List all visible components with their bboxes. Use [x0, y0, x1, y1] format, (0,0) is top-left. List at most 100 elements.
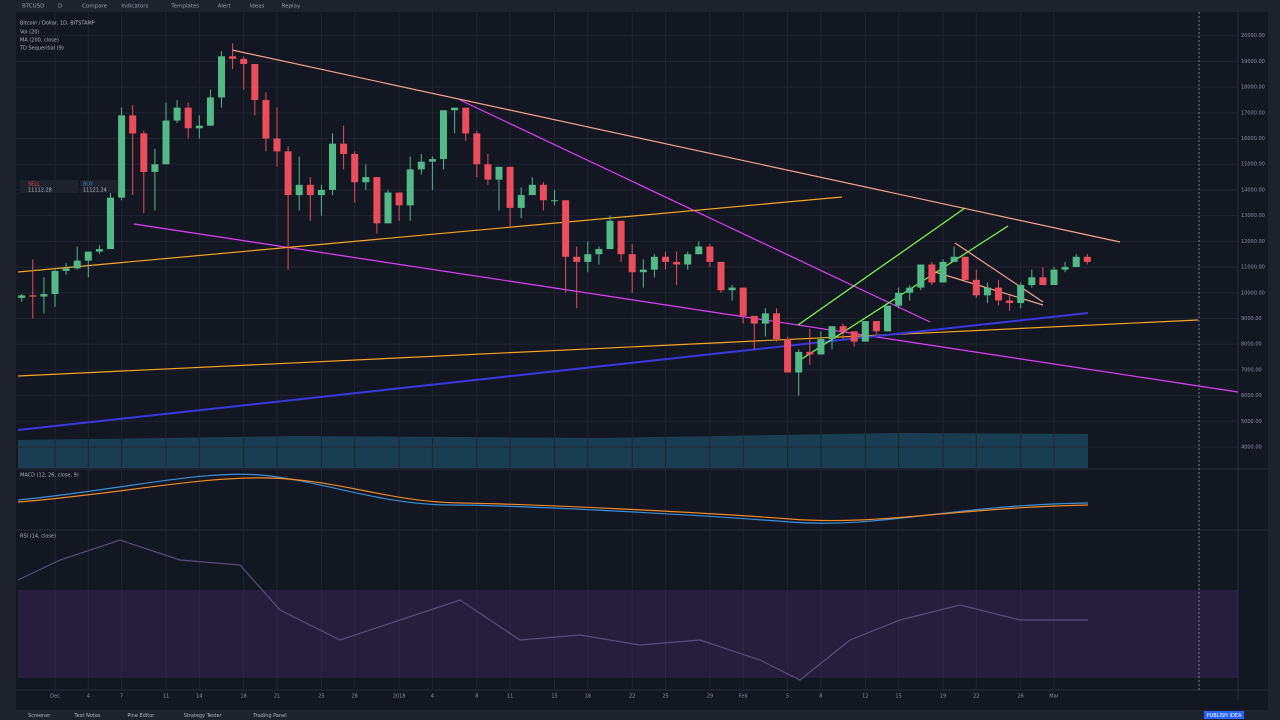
candle-body — [395, 192, 403, 206]
y-tick-label: 16000.00 — [1241, 136, 1265, 142]
bottom-bar — [0, 710, 1280, 720]
candle-body — [617, 220, 625, 255]
toolbar-button[interactable]: Templates — [170, 4, 199, 10]
candle-body — [73, 260, 81, 269]
candle-body — [906, 287, 914, 293]
buy-box[interactable] — [80, 180, 118, 193]
candle-body — [517, 195, 525, 208]
x-tick-label: 8 — [819, 694, 822, 700]
x-tick-label: Mar — [1049, 694, 1059, 700]
y-tick-label: 13000.00 — [1241, 213, 1265, 219]
x-tick-label: 14 — [196, 694, 202, 700]
candle-body — [773, 313, 780, 340]
candle-body — [850, 331, 858, 342]
candle-body — [18, 295, 26, 298]
candle-body — [761, 313, 769, 324]
candle-body — [639, 269, 647, 273]
y-tick-label: 9000.00 — [1241, 316, 1262, 322]
candle-body — [917, 264, 925, 288]
trend-line — [133, 223, 1239, 393]
candle-body — [373, 177, 381, 224]
candle-body — [184, 107, 192, 129]
buy-price: 11121.24 — [83, 188, 107, 194]
candle-body — [273, 138, 281, 152]
candle-body — [1039, 277, 1047, 286]
candle-body — [29, 295, 37, 297]
x-tick-label: 11 — [507, 694, 513, 700]
x-tick-label: 18 — [241, 694, 247, 700]
candle-body — [473, 133, 481, 165]
candle-body — [329, 143, 336, 190]
y-tick-label: 11000.00 — [1241, 265, 1265, 271]
trend-line — [17, 196, 843, 273]
candle-body — [40, 294, 48, 297]
candle-body — [451, 107, 459, 111]
toolbar-button[interactable]: Alert — [218, 4, 232, 10]
candle-body — [1006, 300, 1014, 304]
candle-body — [84, 251, 92, 261]
bottom-tab[interactable]: Screener — [28, 713, 51, 719]
candle-body — [551, 200, 558, 202]
candle-body — [983, 287, 991, 296]
candle-body — [839, 326, 847, 332]
candle-body — [428, 159, 436, 162]
candle-body — [506, 166, 514, 208]
y-tick-label: 7000.00 — [1241, 367, 1262, 373]
symbol[interactable]: BTCUSD — [22, 4, 44, 10]
candle-body — [895, 292, 903, 306]
toolbar-button[interactable]: Indicators — [121, 4, 148, 10]
candle-body — [462, 107, 470, 134]
x-tick-label: 2018 — [393, 694, 406, 700]
y-tick-label: 18000.00 — [1241, 85, 1265, 91]
candle-body — [950, 256, 958, 262]
candle-body — [595, 249, 603, 255]
candle-body — [240, 58, 248, 64]
candle-body — [673, 261, 681, 265]
x-tick-label: 15 — [895, 694, 901, 700]
interval[interactable]: D — [58, 4, 62, 10]
candle-body — [828, 326, 836, 340]
candle-body — [62, 268, 70, 271]
bottom-tab[interactable]: Text Notes — [73, 713, 101, 719]
y-tick-label: 17000.00 — [1241, 110, 1265, 116]
y-tick-label: 12000.00 — [1241, 239, 1265, 245]
x-tick-label: Feb — [739, 694, 748, 700]
instrument-legend: Bitcoin / Dollar, 1D, BITSTAMP — [20, 21, 95, 27]
y-tick-label: 8000.00 — [1241, 342, 1262, 348]
volume-area — [18, 433, 1088, 468]
x-tick-label: Dec — [50, 694, 60, 700]
candle-body — [495, 166, 503, 180]
moving-average — [17, 312, 1089, 431]
sell-box[interactable] — [20, 180, 78, 193]
candle-body — [717, 261, 725, 291]
wedge-line — [954, 242, 1044, 303]
candle-body — [229, 56, 237, 59]
x-tick-label: 25 — [662, 694, 668, 700]
candle-body — [628, 254, 636, 273]
candle-body — [795, 351, 803, 373]
indicator-legend: TD Sequential (9) — [19, 46, 64, 52]
candle-body — [684, 254, 692, 265]
publish-button[interactable] — [1204, 711, 1244, 719]
candle-body — [306, 184, 314, 196]
candle-body — [206, 97, 214, 126]
y-tick-label: 6000.00 — [1241, 393, 1262, 399]
x-tick-label: 8 — [475, 694, 478, 700]
bottom-tab[interactable]: Pine Editor — [127, 713, 155, 719]
x-tick-label: 18 — [585, 694, 591, 700]
macd-legend: MACD (12, 26, close, 9) — [20, 473, 79, 479]
signal-line — [17, 477, 1089, 522]
toolbar-button[interactable]: Compare — [82, 4, 108, 10]
candle-body — [251, 63, 259, 100]
bottom-tab[interactable]: Trading Panel — [252, 713, 286, 719]
bottom-tab[interactable]: Strategy Tester — [184, 713, 223, 719]
candle-body — [151, 164, 159, 172]
candle-body — [817, 339, 825, 355]
toolbar-button[interactable]: Ideas — [250, 4, 265, 10]
x-tick-label: 21 — [274, 694, 280, 700]
publish-label: PUBLISH IDEA — [1207, 713, 1242, 719]
candle-body — [384, 192, 392, 224]
candle-body — [1050, 269, 1058, 286]
toolbar-button[interactable]: Replay — [282, 4, 301, 10]
